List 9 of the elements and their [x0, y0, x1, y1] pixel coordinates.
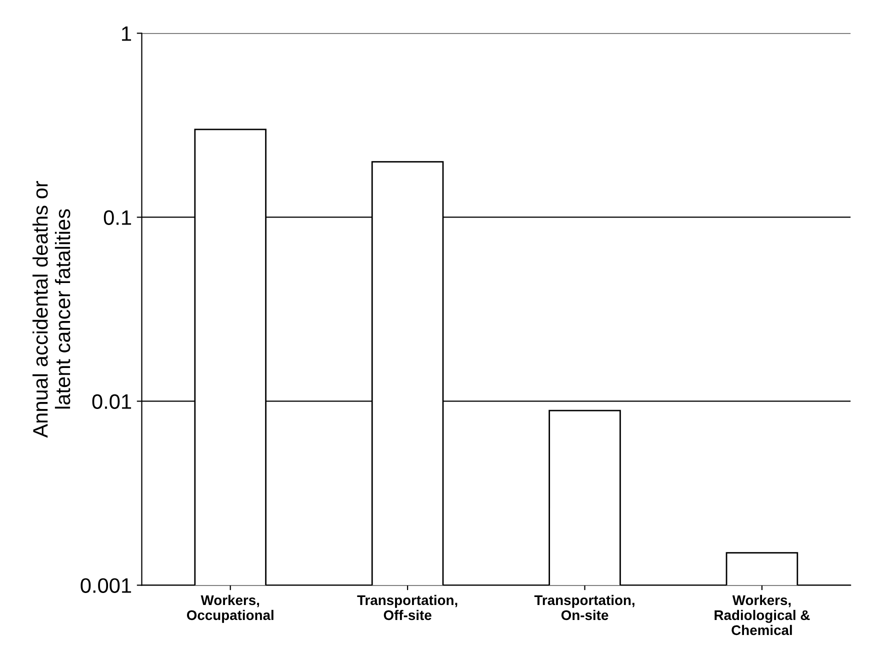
y-tick-label: 0.1 — [104, 210, 132, 225]
y-tick-label: 1 — [122, 26, 132, 41]
x-tick-label: Workers, Radiological & Chemical — [714, 594, 810, 636]
y-tick-label: 0.001 — [80, 578, 132, 593]
y-tick-label: 0.01 — [92, 394, 132, 409]
y-axis-title: Annual accidental deaths or latent cancer fatalities — [32, 181, 70, 438]
x-tick-label: Transportation, On-site — [534, 594, 634, 620]
x-tick-label: Transportation, Off-site — [357, 594, 458, 620]
x-tick-label: Workers, Occupational — [186, 594, 274, 623]
